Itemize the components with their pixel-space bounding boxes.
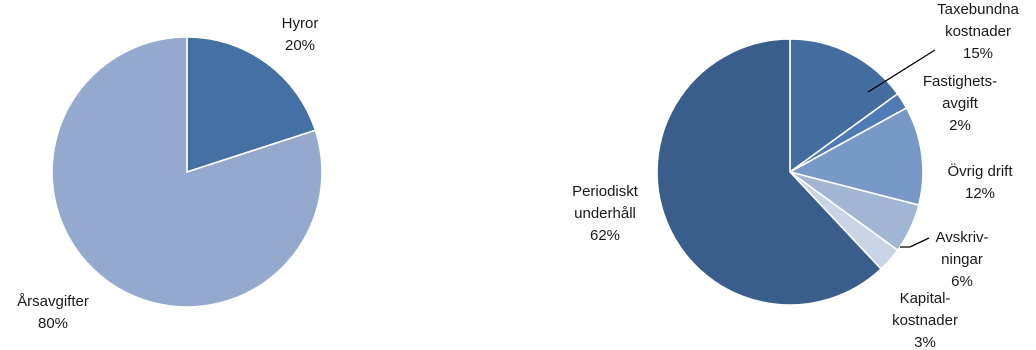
pie-slice-periodiskt (656, 38, 883, 306)
pie-chart-revenue: Hyror 20% Årsavgifter 80% (17, 15, 323, 332)
slice-label-fastighets: Fastighets-avgift 2% (923, 73, 997, 134)
slice-label-line: Fastighets- (923, 73, 997, 90)
slice-label-line: Hyror (282, 15, 319, 32)
slice-label-arsavgifter: Årsavgifter 80% (17, 293, 89, 332)
slice-label-line: ningar (941, 251, 983, 268)
slice-label-line: Periodiskt (572, 183, 639, 200)
pie-chart-costs: Taxebundna kostnader 15% Fastighets-avgift 2… (572, 1, 1019, 350)
slice-label-ovrig-drift: Övrig drift 12% (947, 162, 1013, 202)
slice-label-avskriv: Avskriv-ningar 6% (935, 229, 988, 290)
slice-label-line: 6% (951, 273, 973, 290)
pie-slice-ovrig-drift (787, 106, 924, 207)
slice-label-taxebundna: Taxebundna kostnader 15% (937, 1, 1019, 62)
slice-label-line: kostnader (892, 312, 958, 329)
slice-label-line: Kapital- (900, 290, 951, 307)
slice-label-line: 20% (285, 37, 315, 54)
slice-label-line: kostnader (945, 23, 1011, 40)
slice-label-line: Taxebundna (937, 1, 1019, 18)
slice-label-line: 2% (949, 117, 971, 134)
slice-label-line: Övrig drift (947, 162, 1013, 180)
slice-label-line: 15% (963, 45, 993, 62)
slice-label-line: 62% (590, 227, 620, 244)
slice-label-line: 80% (38, 315, 68, 332)
slice-label-line: Avskriv- (935, 229, 988, 246)
slice-label-line: 3% (914, 334, 936, 350)
pie-slice-arsavgifter (51, 36, 323, 308)
slice-label-line: Årsavgifter (17, 293, 89, 310)
slice-label-periodiskt: Periodiskt underhåll 62% (572, 183, 639, 244)
slice-label-line: underhåll (574, 205, 636, 222)
leader-line-avskriv (900, 237, 930, 248)
pie-slice-taxebundna (789, 38, 899, 174)
leader-line-taxebundna (867, 49, 936, 93)
slice-label-line: 12% (965, 185, 995, 202)
slice-label-kapital: Kapital-kostnader 3% (892, 290, 958, 350)
slice-label-hyror: Hyror 20% (282, 15, 319, 54)
slice-label-line: avgift (942, 95, 979, 112)
pie-slice-hyror (186, 36, 317, 174)
